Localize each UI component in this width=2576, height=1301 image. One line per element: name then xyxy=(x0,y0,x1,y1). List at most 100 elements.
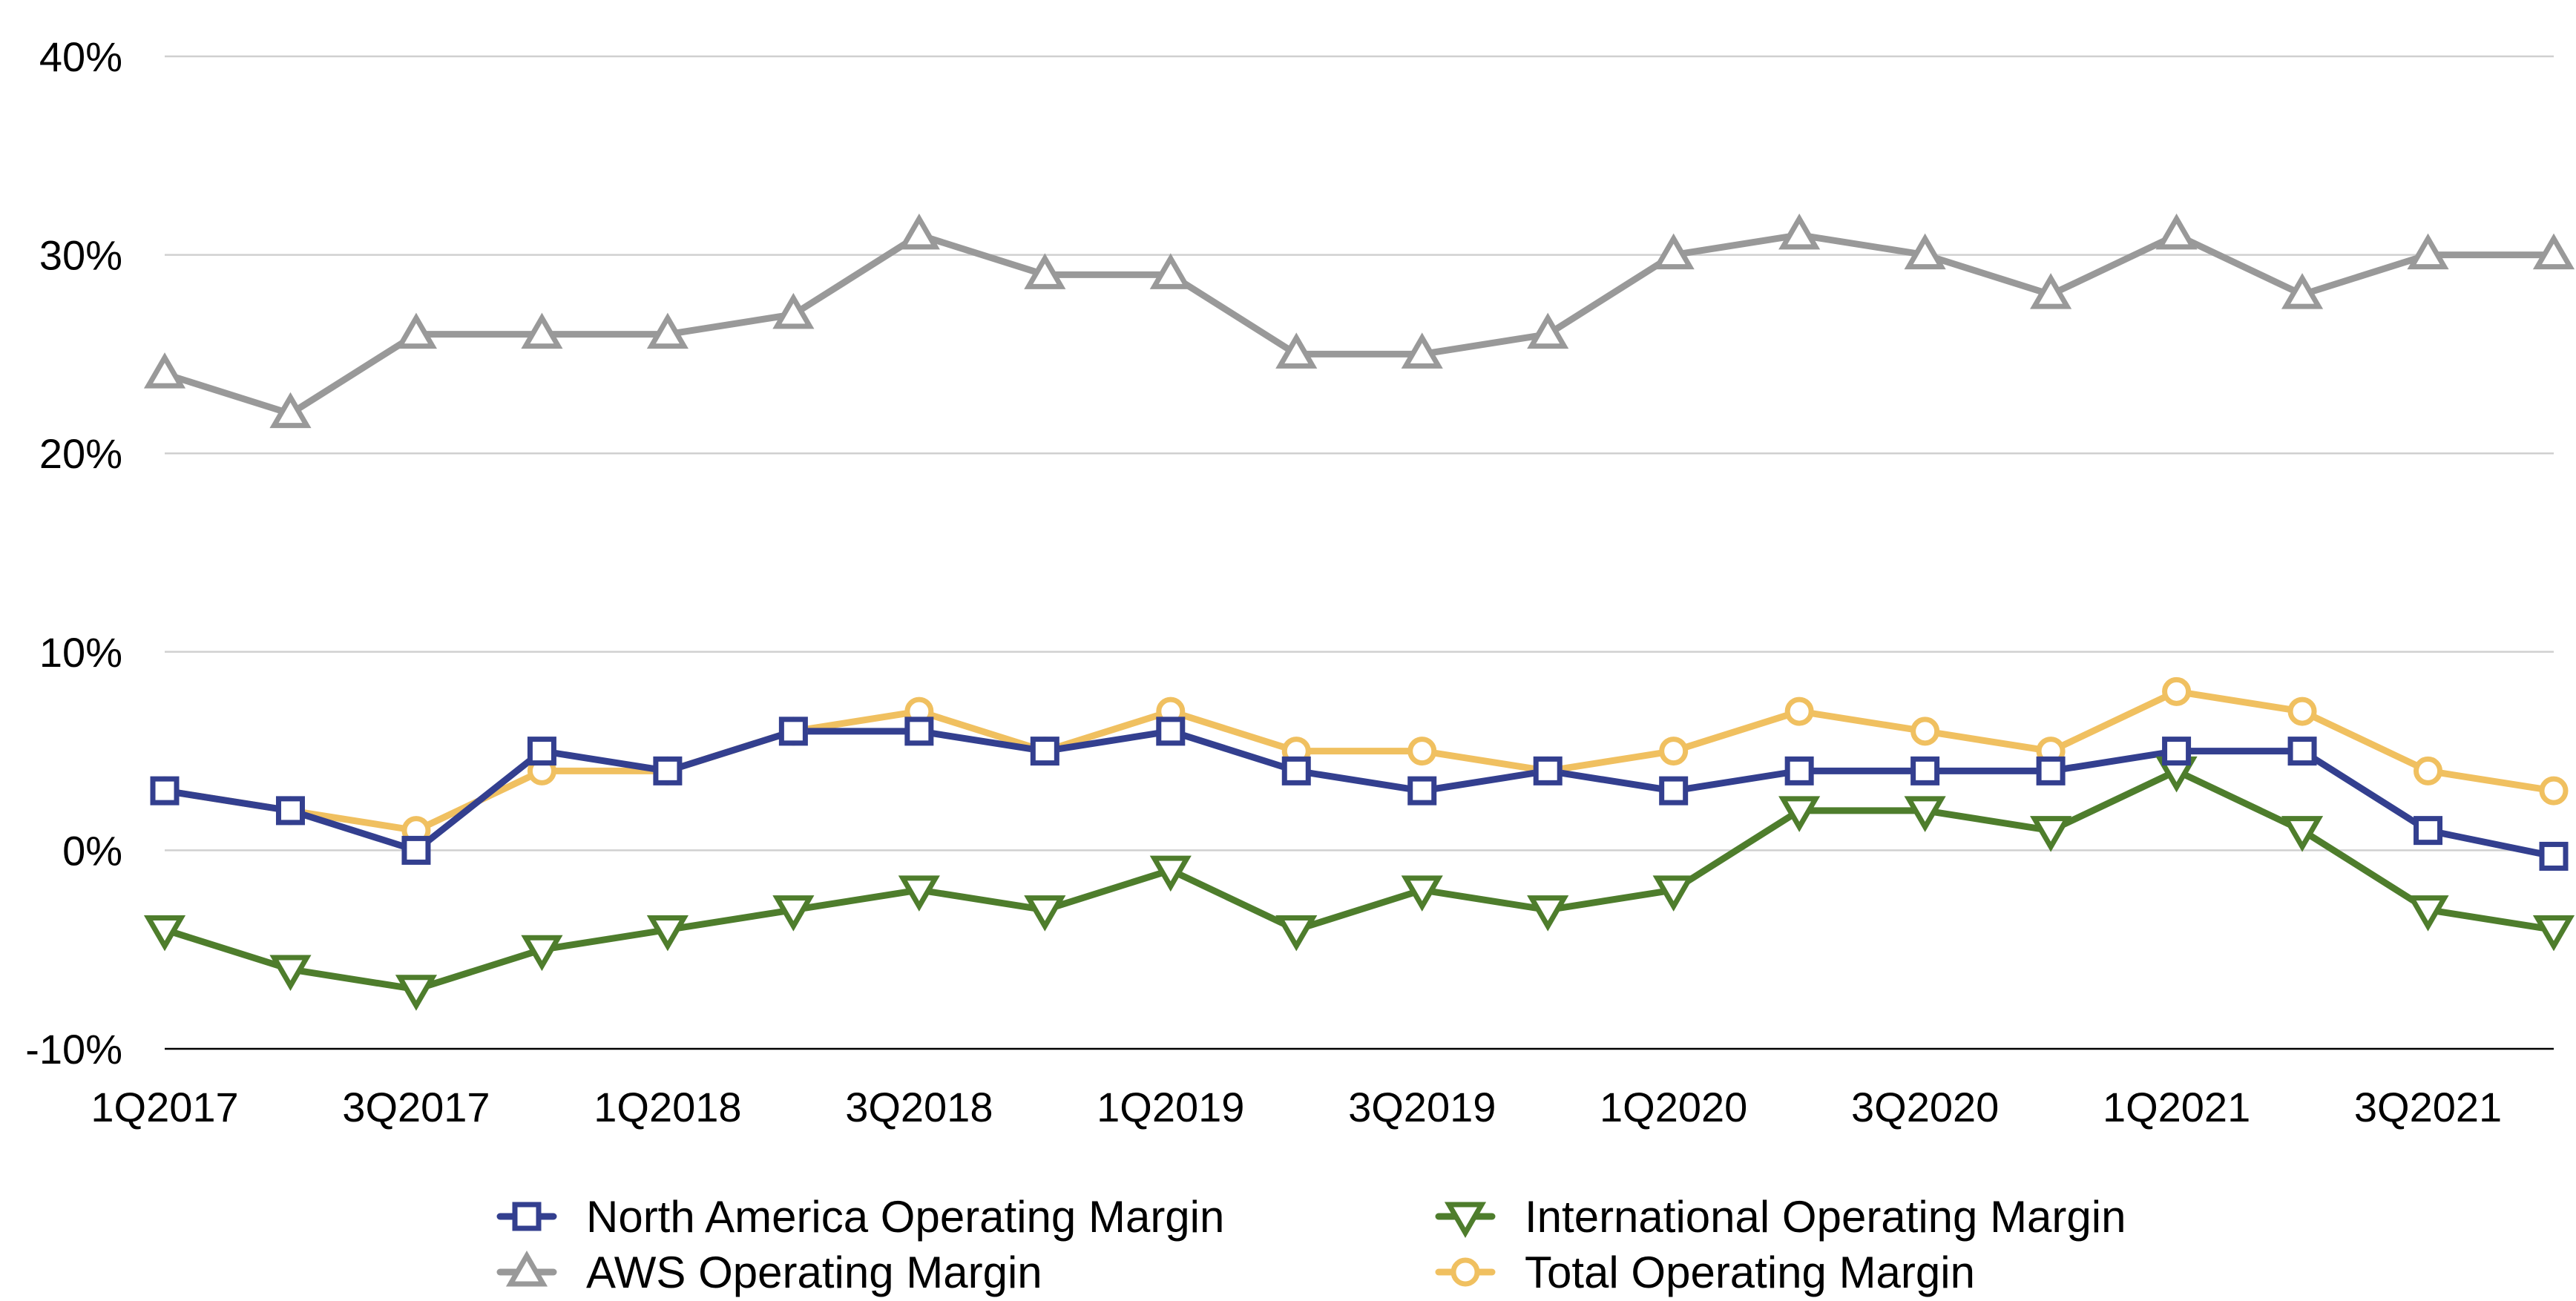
point-north-america-operating-margin xyxy=(527,737,556,766)
point-total-operating-margin xyxy=(1784,696,1814,726)
point-aws-operating-margin xyxy=(1024,253,1066,289)
point-international-operating-margin xyxy=(143,915,186,952)
x-axis-ticks: 1Q2017 3Q2017 1Q2018 3Q2018 1Q2019 3Q2019 1Q20… xyxy=(91,1084,2502,1130)
x-tick-label: 1Q2019 xyxy=(1097,1084,1244,1130)
legend-marker xyxy=(505,1251,548,1287)
legend-item-total-operating-margin: Total Operating Margin xyxy=(1435,1248,1975,1297)
x-tick-label: 3Q2017 xyxy=(342,1084,490,1130)
point-north-america-operating-margin xyxy=(2539,841,2569,871)
point-total-operating-margin xyxy=(2539,776,2569,806)
point-international-operating-margin xyxy=(1652,875,1695,912)
point-international-operating-margin xyxy=(1401,875,1443,912)
point-international-operating-margin xyxy=(2407,895,2449,932)
point-north-america-operating-margin xyxy=(1659,776,1689,806)
series-line-international-operating-margin xyxy=(161,767,2557,993)
point-international-operating-margin xyxy=(2532,915,2575,952)
point-north-america-operating-margin xyxy=(1281,756,1311,785)
x-tick-label: 3Q2021 xyxy=(2354,1084,2502,1130)
point-north-america-operating-margin xyxy=(2414,816,2443,846)
legend-label: North America Operating Margin xyxy=(586,1192,1224,1242)
point-aws-operating-margin xyxy=(521,312,563,349)
x-tick-label: 3Q2020 xyxy=(1851,1084,1999,1130)
y-axis-ticks: -10% 0% 10% 20% 30% 40% xyxy=(25,33,122,1073)
point-north-america-operating-margin xyxy=(653,756,683,785)
point-total-operating-margin xyxy=(1407,737,1437,766)
point-aws-operating-margin xyxy=(2155,213,2198,250)
point-international-operating-margin xyxy=(2281,816,2324,852)
point-total-operating-margin xyxy=(2287,696,2317,726)
point-north-america-operating-margin xyxy=(1533,756,1563,785)
point-aws-operating-margin xyxy=(2030,273,2072,309)
x-tick-label: 1Q2020 xyxy=(1600,1084,1747,1130)
point-aws-operating-margin xyxy=(2281,273,2324,309)
point-international-operating-margin xyxy=(1024,895,1066,932)
x-tick-label: 3Q2019 xyxy=(1348,1084,1496,1130)
point-aws-operating-margin xyxy=(1401,332,1443,369)
point-aws-operating-margin xyxy=(2532,233,2575,270)
legend-marker xyxy=(1444,1202,1487,1238)
point-aws-operating-margin xyxy=(2407,233,2449,270)
legend-label: International Operating Margin xyxy=(1525,1192,2126,1242)
point-international-operating-margin xyxy=(1149,855,1192,892)
point-international-operating-margin xyxy=(2030,816,2072,852)
point-aws-operating-margin xyxy=(269,392,312,429)
y-tick-label: 30% xyxy=(39,232,122,279)
point-north-america-operating-margin xyxy=(1407,776,1437,806)
series-markers xyxy=(143,213,2575,1011)
point-aws-operating-margin xyxy=(646,312,689,349)
point-aws-operating-margin xyxy=(1527,312,1569,349)
point-north-america-operating-margin xyxy=(1910,756,1940,785)
legend-label: AWS Operating Margin xyxy=(586,1248,1042,1297)
point-international-operating-margin xyxy=(1778,796,1821,832)
point-total-operating-margin xyxy=(1910,717,1940,746)
point-north-america-operating-margin xyxy=(2036,756,2066,785)
series-line-aws-operating-margin xyxy=(161,231,2557,418)
x-tick-label: 1Q2017 xyxy=(91,1084,238,1130)
y-tick-label: 0% xyxy=(62,827,122,874)
point-north-america-operating-margin xyxy=(401,835,431,865)
legend-item-aws-operating-margin: AWS Operating Margin xyxy=(496,1248,1042,1297)
legend-item-international-operating-margin: International Operating Margin xyxy=(1435,1192,2126,1242)
y-tick-label: 20% xyxy=(39,430,122,477)
point-north-america-operating-margin xyxy=(778,717,808,746)
point-aws-operating-margin xyxy=(143,352,186,389)
x-tick-label: 3Q2018 xyxy=(845,1084,993,1130)
point-north-america-operating-margin xyxy=(275,796,305,826)
point-international-operating-margin xyxy=(1527,895,1569,932)
point-aws-operating-margin xyxy=(395,312,438,349)
point-international-operating-margin xyxy=(395,975,438,1011)
y-tick-label: 40% xyxy=(39,33,122,80)
point-aws-operating-margin xyxy=(1778,213,1821,250)
point-total-operating-margin xyxy=(2162,676,2192,706)
point-north-america-operating-margin xyxy=(1030,737,1059,766)
point-aws-operating-margin xyxy=(1904,233,1946,270)
point-aws-operating-margin xyxy=(1652,233,1695,270)
point-international-operating-margin xyxy=(772,895,815,932)
y-tick-label: -10% xyxy=(25,1026,122,1073)
point-north-america-operating-margin xyxy=(150,776,180,806)
point-north-america-operating-margin xyxy=(904,717,934,746)
legend-marker xyxy=(1450,1257,1480,1287)
point-north-america-operating-margin xyxy=(1784,756,1814,785)
point-aws-operating-margin xyxy=(898,213,940,250)
point-international-operating-margin xyxy=(269,955,312,991)
point-aws-operating-margin xyxy=(1275,332,1318,369)
point-international-operating-margin xyxy=(646,915,689,952)
x-tick-label: 1Q2021 xyxy=(2103,1084,2250,1130)
point-north-america-operating-margin xyxy=(1156,717,1186,746)
point-international-operating-margin xyxy=(1904,796,1946,832)
gridlines xyxy=(165,55,2554,1050)
series-line-total-operating-margin xyxy=(161,688,2557,834)
legend: North America Operating Margin Internatio… xyxy=(496,1192,2126,1297)
legend-label: Total Operating Margin xyxy=(1525,1248,1975,1297)
point-north-america-operating-margin xyxy=(2162,737,2192,766)
point-aws-operating-margin xyxy=(772,292,815,329)
point-international-operating-margin xyxy=(898,875,940,912)
series-lines xyxy=(161,231,2557,993)
point-aws-operating-margin xyxy=(1149,253,1192,289)
legend-item-north-america-operating-margin: North America Operating Margin xyxy=(496,1192,1224,1242)
y-tick-label: 10% xyxy=(39,629,122,676)
series-line-north-america-operating-margin xyxy=(161,728,2557,860)
point-north-america-operating-margin xyxy=(2287,737,2317,766)
